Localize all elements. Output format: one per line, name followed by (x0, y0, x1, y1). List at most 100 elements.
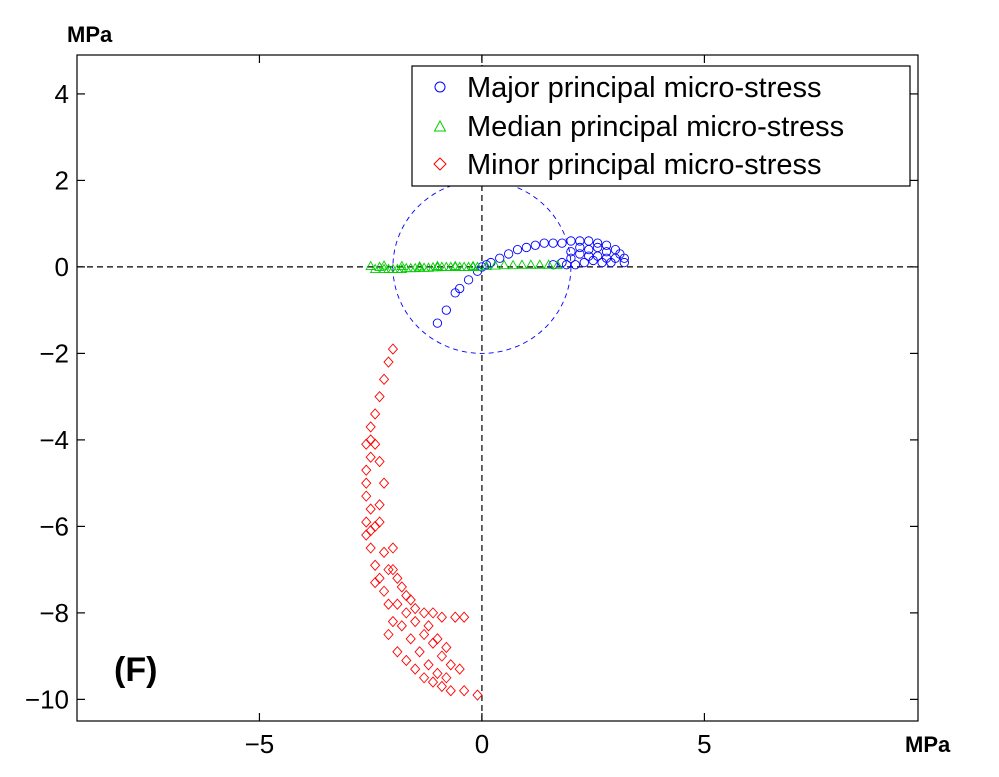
point-median (516, 259, 528, 269)
point-minor (383, 563, 394, 576)
point-major (575, 236, 585, 246)
point-major (584, 251, 594, 261)
point-minor (365, 434, 376, 446)
point-minor (418, 628, 430, 641)
point-major (566, 236, 576, 246)
point-major (539, 238, 549, 248)
point-major (441, 305, 451, 315)
point-median (396, 263, 408, 274)
point-major (512, 244, 523, 255)
point-major (561, 260, 572, 270)
point-minor (374, 516, 385, 528)
point-minor (361, 490, 372, 502)
point-major (548, 238, 558, 248)
point-minor (418, 607, 430, 619)
point-minor (414, 646, 425, 658)
point-major (463, 275, 474, 285)
point-minor (445, 685, 456, 697)
point-minor (436, 680, 447, 693)
legend-box (411, 65, 911, 187)
point-median (414, 261, 425, 271)
point-minor (441, 672, 452, 684)
point-median (449, 260, 461, 270)
legend-label-major: Major principal micro-stress (467, 72, 822, 104)
point-minor (387, 615, 399, 628)
point-minor (441, 641, 452, 654)
point-minor (365, 525, 376, 537)
point-minor (459, 685, 470, 697)
point-major (557, 238, 567, 248)
point-major (432, 318, 443, 328)
point-median (378, 263, 390, 274)
point-minor (383, 628, 394, 641)
point-minor (383, 598, 394, 610)
y-tick-label: 2 (55, 165, 69, 195)
point-minor (436, 650, 447, 662)
point-minor (410, 663, 421, 675)
series-median (365, 259, 563, 274)
point-minor (370, 438, 381, 450)
point-minor (361, 464, 372, 476)
point-minor (454, 663, 465, 675)
y-tick-label: −2 (39, 338, 69, 368)
point-minor (405, 594, 416, 606)
point-minor (365, 421, 376, 433)
point-minor (410, 615, 421, 628)
point-minor (396, 581, 407, 593)
point-minor (418, 672, 430, 684)
legend-label-minor: Minor principal micro-stress (467, 149, 822, 181)
point-minor (387, 542, 399, 554)
point-minor (396, 620, 407, 632)
point-major (495, 253, 505, 263)
point-median (498, 259, 510, 270)
point-major (592, 251, 603, 261)
point-minor (472, 689, 483, 701)
y-tick-label: 0 (55, 252, 69, 282)
point-median (467, 260, 479, 270)
point-minor (370, 559, 381, 571)
point-median (369, 263, 381, 274)
point-major (584, 236, 594, 246)
point-major (601, 247, 612, 257)
point-minor (392, 646, 403, 658)
legend-marker-major (434, 81, 446, 93)
point-median (472, 261, 483, 271)
point-minor (401, 654, 412, 667)
point-minor (392, 598, 403, 610)
point-minor (450, 611, 461, 623)
point-minor (374, 499, 385, 511)
point-major (566, 247, 576, 257)
point-major (530, 240, 540, 250)
reference-circle (392, 179, 572, 354)
point-median (534, 259, 546, 269)
point-minor (427, 637, 439, 649)
point-minor (378, 477, 390, 489)
x-tick-label: −5 (245, 729, 275, 759)
point-median (378, 260, 390, 270)
point-major (477, 262, 487, 272)
point-median (552, 259, 563, 270)
legend: Major principal micro-stress Median prin… (411, 65, 911, 187)
point-minor (370, 576, 381, 589)
point-minor (378, 585, 390, 597)
point-major (521, 242, 532, 253)
point-minor (365, 503, 376, 515)
point-major (455, 283, 465, 294)
point-minor (383, 356, 394, 368)
point-minor (378, 373, 390, 386)
legend-label-median: Median principal micro-stress (467, 111, 844, 143)
y-tick-label: −10 (25, 684, 69, 714)
point-minor (387, 563, 399, 576)
y-tick-label: −8 (39, 598, 69, 628)
point-minor (423, 659, 434, 671)
point-major (575, 242, 585, 253)
point-median (374, 261, 385, 271)
point-minor (405, 633, 416, 645)
point-median (543, 259, 554, 269)
series-layer (361, 236, 629, 701)
point-major (619, 253, 629, 263)
point-major (566, 253, 576, 263)
point-median (405, 262, 416, 273)
y-tick-label: −6 (39, 511, 69, 541)
tick-layer: −5 0 5 4 2 0 −2 −4 −6 −8 −10 (25, 55, 918, 759)
